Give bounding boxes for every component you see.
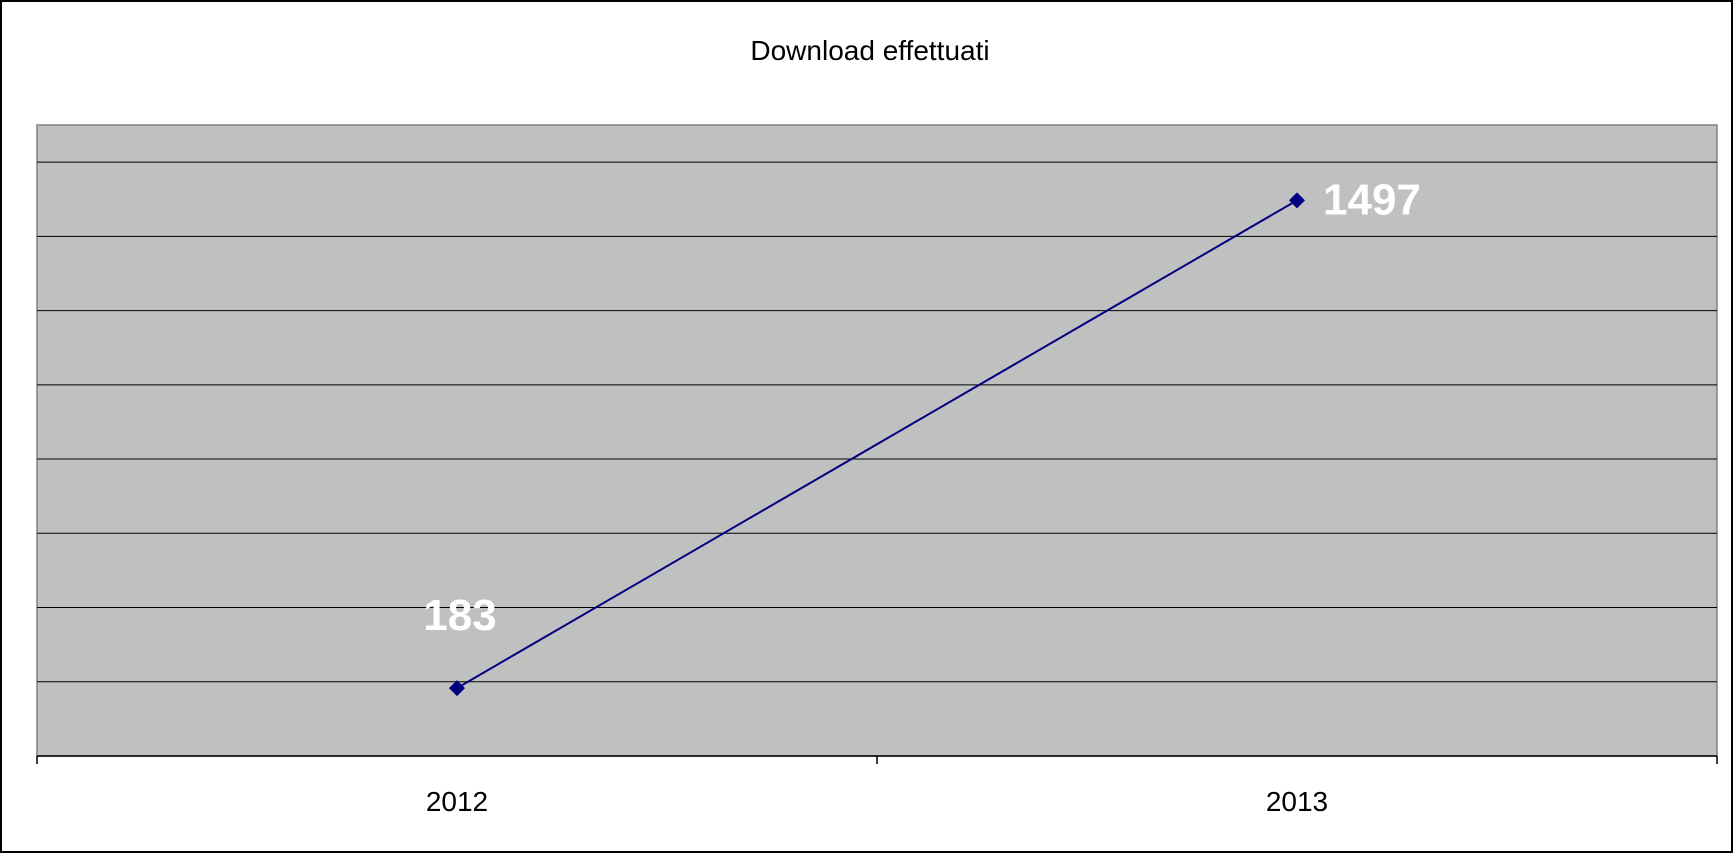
series-layer	[449, 192, 1305, 697]
chart-title: Download effettuati	[750, 35, 989, 66]
plot-area	[36, 124, 1718, 757]
series-line	[456, 199, 1298, 689]
x-tick-label: 2013	[1266, 786, 1328, 817]
x-tick-labels: 2012 2013	[426, 786, 1328, 817]
data-label: 183	[423, 591, 496, 640]
x-tick-label: 2012	[426, 786, 488, 817]
data-point-marker	[449, 680, 465, 697]
gridlines	[37, 161, 1717, 683]
x-axis	[36, 755, 1718, 764]
data-point-marker	[1289, 192, 1305, 209]
data-labels: 183 1497	[423, 175, 1421, 640]
data-label: 1497	[1323, 175, 1421, 224]
